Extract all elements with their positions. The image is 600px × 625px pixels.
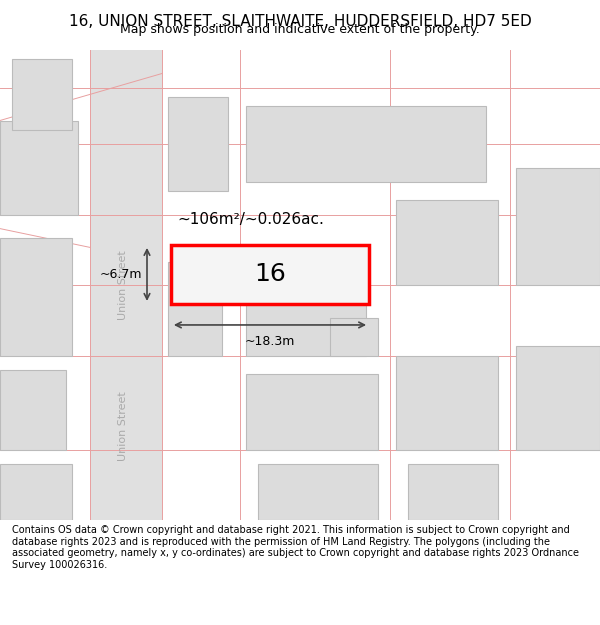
Bar [90,50,162,520]
Text: ~106m²/~0.026ac.: ~106m²/~0.026ac. [177,212,324,227]
Text: Contains OS data © Crown copyright and database right 2021. This information is : Contains OS data © Crown copyright and d… [12,525,579,570]
Bar [246,374,378,449]
Text: Union Street: Union Street [118,250,128,320]
Bar [168,261,222,356]
Bar [258,464,378,520]
Bar [0,464,72,520]
Text: 16: 16 [254,262,286,286]
Bar [0,121,78,214]
Bar [516,346,600,449]
Text: 16, UNION STREET, SLAITHWAITE, HUDDERSFIELD, HD7 5ED: 16, UNION STREET, SLAITHWAITE, HUDDERSFI… [68,14,532,29]
Bar [396,201,498,285]
Bar [0,369,66,449]
Bar [168,97,228,191]
Bar [330,318,378,356]
Text: ~6.7m: ~6.7m [100,268,142,281]
Bar [408,464,498,520]
Bar [516,168,600,285]
Bar [0,238,72,356]
Bar [246,299,366,356]
Text: Map shows position and indicative extent of the property.: Map shows position and indicative extent… [120,23,480,36]
Text: ~18.3m: ~18.3m [245,335,295,348]
Text: Union Street: Union Street [118,391,128,461]
Bar [171,245,369,304]
Bar [396,356,498,449]
Bar [246,106,486,182]
Bar [12,59,72,130]
